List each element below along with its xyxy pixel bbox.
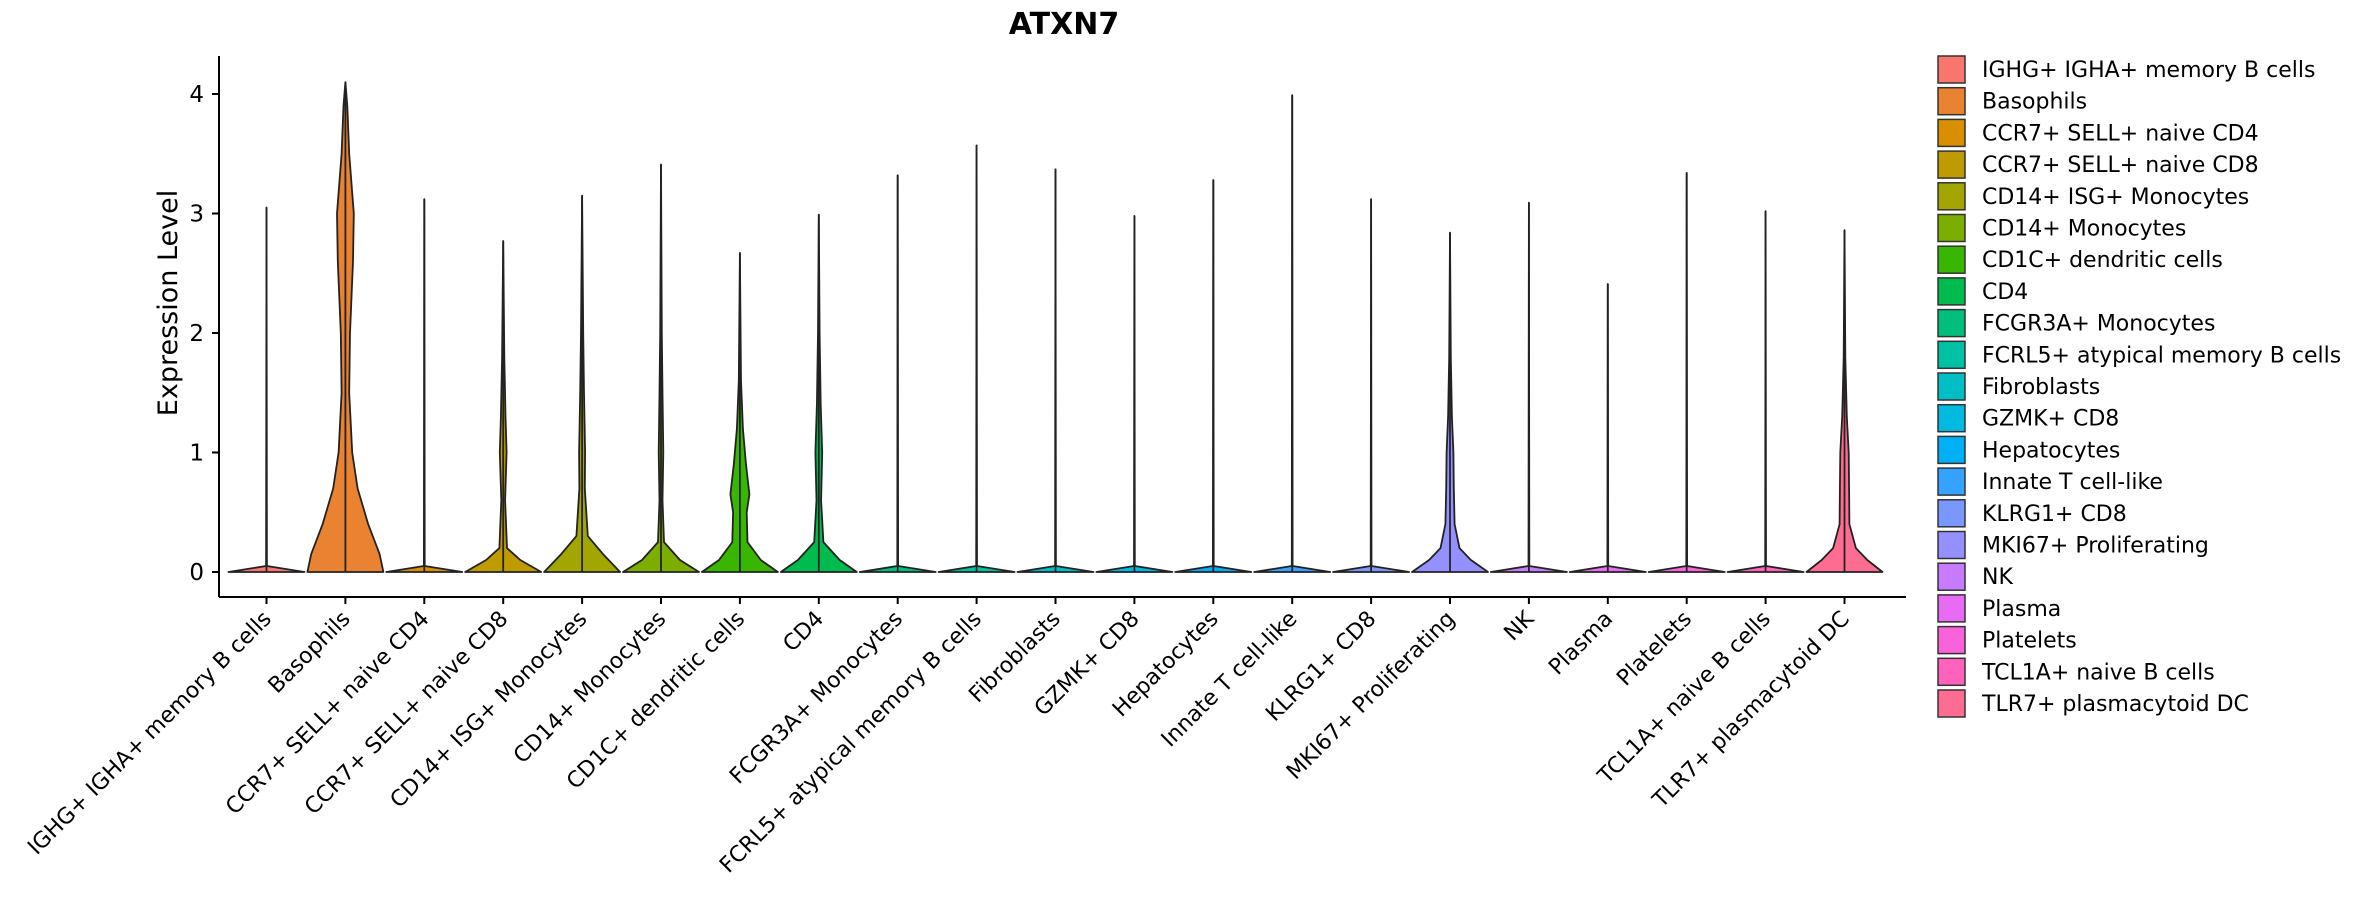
legend-swatch: [1937, 689, 1966, 718]
legend-swatch: [1937, 150, 1966, 179]
legend-swatch: [1937, 118, 1966, 148]
legend-label: NK: [1982, 565, 2013, 590]
legend-swatch: [1937, 86, 1966, 116]
y-tick-label: 3: [189, 202, 204, 228]
x-tick-label: Innate T cell-like: [1157, 607, 1303, 753]
legend-label: CD14+ Monocytes: [1982, 217, 2186, 242]
legend-swatch: [1937, 435, 1966, 465]
chart-title: ATXN7: [1009, 7, 1119, 42]
y-axis-label: Expression Level: [153, 190, 184, 416]
legend-label: KLRG1+ CD8: [1982, 502, 2127, 527]
legend-label: CCR7+ SELL+ naive CD8: [1982, 153, 2259, 178]
x-tick-label: NK: [1500, 606, 1540, 646]
legend-swatch: [1937, 245, 1966, 274]
y-axis-ticks: 0 1 2 3 4: [189, 82, 219, 586]
legend-label: TLR7+ plasmacytoid DC: [1981, 692, 2249, 717]
legend-label: CD4: [1982, 280, 2028, 305]
legend-label: Fibroblasts: [1982, 375, 2100, 400]
legend-swatch: [1937, 499, 1966, 528]
legend-swatch: [1937, 182, 1966, 211]
legend-swatch: [1937, 372, 1966, 401]
legend-label: CD14+ ISG+ Monocytes: [1982, 185, 2249, 210]
legend-swatch: [1937, 467, 1966, 496]
legend-label: CCR7+ SELL+ naive CD4: [1982, 121, 2259, 146]
legend-swatch: [1937, 308, 1966, 338]
legend-swatch: [1937, 55, 1966, 84]
x-tick-label: IGHG+ IGHA+ memory B cells: [23, 607, 276, 860]
legend-swatch: [1937, 340, 1966, 370]
x-tick-label: CD4: [779, 607, 829, 657]
legend-label: Basophils: [1982, 90, 2087, 115]
x-tick-label: Plasma: [1544, 607, 1618, 681]
legend-label: Platelets: [1982, 629, 2077, 654]
legend-label: IGHG+ IGHA+ memory B cells: [1982, 58, 2315, 83]
violin-group: [227, 81, 1884, 573]
legend-swatch: [1937, 530, 1966, 560]
legend-swatch: [1937, 562, 1966, 591]
y-tick-label: 1: [189, 441, 204, 467]
legend-label: Innate T cell-like: [1982, 470, 2163, 495]
legend-label: TCL1A+ naive B cells: [1981, 660, 2215, 685]
legend-label: Plasma: [1982, 597, 2061, 622]
legend-swatch: [1937, 657, 1966, 687]
legend-swatch: [1937, 594, 1966, 623]
legend-swatch: [1937, 277, 1966, 306]
legend-label: CD1C+ dendritic cells: [1982, 248, 2223, 273]
y-tick-label: 2: [189, 321, 204, 347]
y-tick-label: 4: [189, 82, 204, 108]
legend-label: FCRL5+ atypical memory B cells: [1982, 343, 2341, 368]
legend: IGHG+ IGHA+ memory B cells Basophils CCR7+…: [1937, 55, 2341, 718]
y-tick-label: 0: [189, 560, 204, 586]
legend-swatch: [1937, 625, 1966, 655]
x-axis-ticks: IGHG+ IGHA+ memory B cellsBasophilsCCR7+…: [23, 597, 1855, 878]
legend-label: FCGR3A+ Monocytes: [1982, 312, 2215, 337]
legend-swatch: [1937, 403, 1966, 433]
x-tick-label: CD14+ Monocytes: [509, 607, 671, 769]
legend-label: MKI67+ Proliferating: [1982, 534, 2209, 559]
legend-label: GZMK+ CD8: [1982, 407, 2119, 432]
x-tick-label: Platelets: [1612, 607, 1697, 692]
legend-swatch: [1937, 213, 1966, 243]
legend-label: Hepatocytes: [1982, 438, 2120, 463]
